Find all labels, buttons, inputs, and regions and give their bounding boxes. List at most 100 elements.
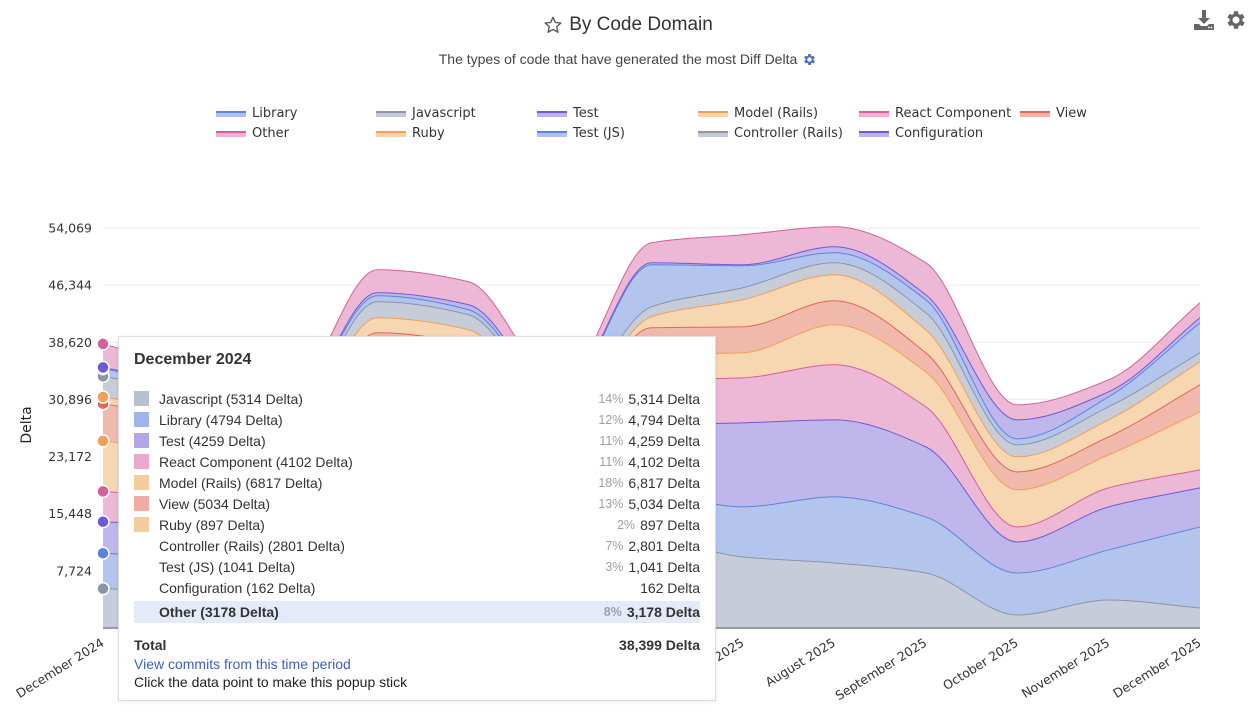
tooltip-row-label: Test (JS) (1041 Delta) — [159, 558, 296, 575]
legend-swatch — [698, 110, 728, 117]
tooltip-swatch — [134, 496, 149, 511]
legend-item-view[interactable]: View — [1020, 106, 1087, 121]
y-tick-label: 23,172 — [48, 449, 92, 464]
area-test[interactable] — [103, 419, 1200, 573]
data-point-model-rails[interactable] — [96, 434, 110, 448]
data-point-library[interactable] — [96, 546, 110, 560]
tooltip-swatch — [134, 412, 149, 427]
data-point-react-component[interactable] — [96, 484, 110, 499]
area-ruby[interactable] — [103, 274, 1200, 472]
area-controller-rails[interactable] — [103, 262, 1200, 457]
tooltip-swatch — [134, 433, 149, 448]
legend-label: Test — [573, 106, 599, 121]
y-axis-title: Delta — [19, 406, 35, 443]
area-library[interactable] — [103, 494, 1200, 615]
area-react-component[interactable] — [103, 364, 1200, 542]
y-tick-label: 7,724 — [56, 563, 92, 578]
chart-subtitle: The types of code that have generated th… — [438, 51, 798, 67]
legend-label: Javascript — [412, 106, 476, 121]
tooltip-row: Javascript (5314 Delta) 14% 5,314 Delta — [134, 388, 700, 409]
legend-item-ruby[interactable]: Ruby — [376, 126, 445, 141]
tooltip-row-value: 6,817 Delta — [628, 474, 700, 491]
tooltip-row-value: 4,102 Delta — [628, 453, 700, 470]
chart-title: By Code Domain — [569, 14, 713, 35]
legend-item-model-rails[interactable]: Model (Rails) — [698, 106, 818, 121]
legend-label: Ruby — [412, 126, 445, 141]
legend-swatch — [216, 130, 246, 137]
tooltip-swatch — [134, 559, 149, 574]
tooltip-total-value: 38,399 Delta — [619, 636, 700, 653]
gear-icon[interactable] — [802, 52, 817, 67]
legend-label: Model (Rails) — [734, 106, 819, 121]
legend-label: View — [1056, 106, 1087, 121]
tooltip-row-label: Controller (Rails) (2801 Delta) — [159, 537, 345, 554]
area-model-rails[interactable] — [103, 324, 1200, 527]
data-point-ruby[interactable] — [96, 390, 110, 404]
legend-swatch — [216, 110, 246, 117]
legend-swatch — [537, 130, 567, 137]
tooltip-row: Test (JS) (1041 Delta) 3% 1,041 Delta — [134, 556, 700, 577]
legend-item-library[interactable]: Library — [216, 106, 297, 121]
x-tick-label: December 2025 — [1110, 635, 1203, 701]
legend-item-react-component[interactable]: React Component — [859, 106, 1011, 121]
legend-item-configuration[interactable]: Configuration — [859, 126, 983, 141]
tooltip-row-value: 897 Delta — [640, 516, 700, 533]
tooltip-row-value: 2,801 Delta — [628, 537, 700, 554]
legend-label: Other — [252, 126, 289, 141]
tooltip-swatch — [134, 538, 149, 553]
tooltip-row-percent: 11% — [599, 433, 624, 448]
legend-swatch — [859, 130, 889, 137]
legend-item-other[interactable]: Other — [216, 126, 289, 141]
tooltip-swatch — [134, 475, 149, 490]
legend-item-javascript[interactable]: Javascript — [376, 106, 476, 121]
tooltip-row-percent: 14% — [598, 391, 624, 406]
legend-swatch — [859, 110, 889, 117]
tooltip-row-percent: 8% — [603, 605, 622, 619]
legend-label: Test (JS) — [573, 126, 625, 141]
tooltip-row-label: Configuration (162 Delta) — [159, 579, 316, 596]
star-icon[interactable] — [543, 15, 563, 35]
tooltip-row-percent: 12% — [598, 412, 624, 427]
y-tick-label: 54,069 — [48, 221, 92, 236]
area-test-js[interactable] — [103, 252, 1200, 445]
area-other[interactable] — [103, 226, 1200, 420]
data-point-test[interactable] — [96, 514, 110, 529]
legend-item-test-js[interactable]: Test (JS) — [537, 126, 625, 141]
settings-gear-icon[interactable] — [1224, 8, 1248, 32]
data-point-configuration[interactable] — [96, 360, 110, 375]
tooltip-row-value: 162 Delta — [640, 579, 700, 596]
legend-item-test[interactable]: Test — [537, 106, 599, 121]
data-point-javascript[interactable] — [96, 581, 110, 596]
tooltip-row: Library (4794 Delta) 12% 4,794 Delta — [134, 409, 700, 430]
legend-swatch — [698, 130, 728, 137]
tooltip-row-percent: 7% — [605, 538, 624, 553]
tooltip-row-value: 5,034 Delta — [628, 495, 700, 512]
legend-swatch — [537, 110, 567, 117]
tooltip-row-label: React Component (4102 Delta) — [159, 453, 353, 470]
tooltip-row-label: Model (Rails) (6817 Delta) — [159, 474, 323, 491]
tooltip-swatch — [134, 454, 149, 469]
tooltip-swatch — [134, 391, 149, 406]
legend-label: Configuration — [895, 126, 984, 141]
tooltip-row-label: View (5034 Delta) — [159, 495, 271, 512]
tooltip-total-row: Total 38,399 Delta — [134, 634, 700, 655]
tooltip-row: React Component (4102 Delta) 11% 4,102 Del… — [134, 451, 700, 472]
y-tick-label: 46,344 — [48, 278, 92, 293]
download-icon[interactable] — [1192, 8, 1216, 32]
data-point-other[interactable] — [96, 337, 110, 351]
legend-item-controller-rails[interactable]: Controller (Rails) — [698, 126, 843, 141]
tooltip-row-value: 5,314 Delta — [628, 390, 700, 407]
legend-swatch — [1020, 110, 1050, 117]
tooltip-row-label: Other (3178 Delta) — [159, 604, 279, 620]
x-tick-label: October 2025 — [940, 635, 1021, 693]
area-configuration[interactable] — [103, 246, 1200, 439]
view-commits-link[interactable]: View commits from this time period — [134, 656, 351, 672]
y-tick-label: 38,620 — [48, 335, 92, 350]
legend-swatch — [376, 130, 406, 137]
y-tick-label: 30,896 — [48, 392, 92, 407]
tooltip-row: Controller (Rails) (2801 Delta) 7% 2,801 D… — [134, 535, 700, 556]
hover-points — [96, 337, 110, 596]
tooltip-row: Other (3178 Delta) 8% 3,178 Delta — [134, 601, 700, 623]
tooltip-row: Ruby (897 Delta) 2% 897 Delta — [134, 514, 700, 535]
x-tick-label: August 2025 — [763, 635, 838, 690]
